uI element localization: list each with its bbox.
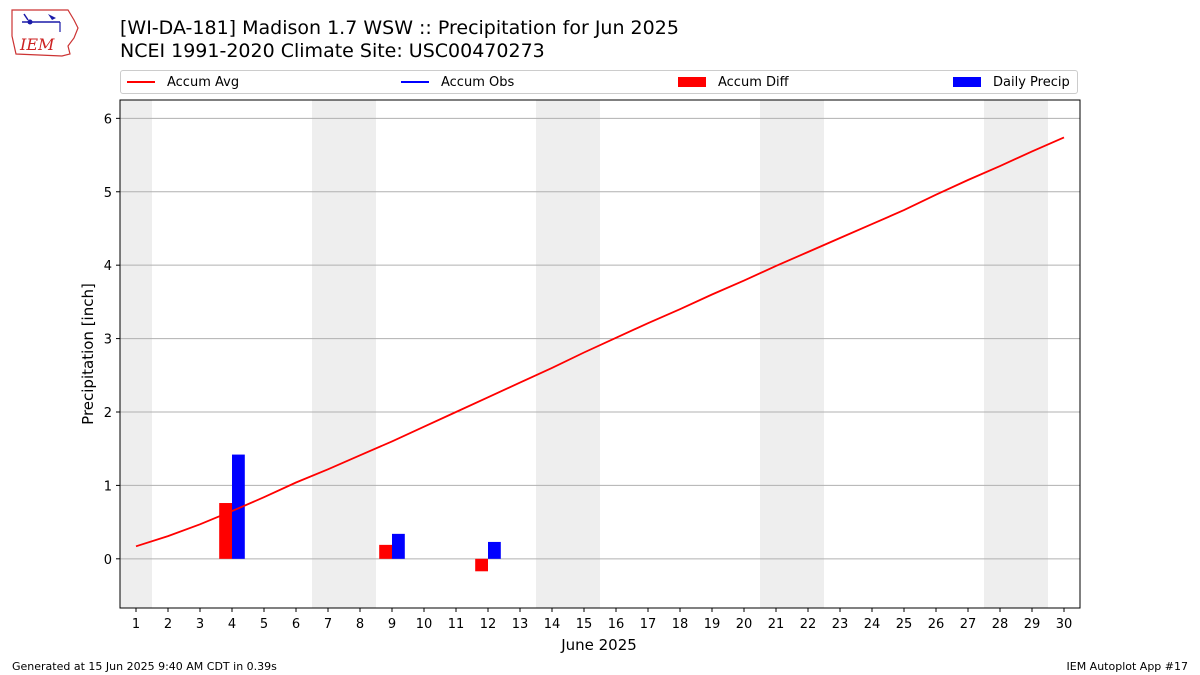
x-tick-label: 4 bbox=[228, 617, 236, 632]
footer-app: IEM Autoplot App #17 bbox=[1066, 660, 1189, 673]
x-tick-label: 24 bbox=[864, 617, 881, 632]
x-tick-label: 2 bbox=[164, 617, 172, 632]
weekend-band bbox=[312, 100, 376, 608]
iem-logo: IEM bbox=[11, 9, 79, 57]
legend-swatch-accum-diff bbox=[678, 77, 706, 87]
x-tick-label: 25 bbox=[896, 617, 913, 632]
weekend-band bbox=[120, 100, 152, 608]
accum-diff-bar bbox=[219, 503, 232, 559]
x-tick-label: 18 bbox=[672, 617, 689, 632]
x-tick-label: 27 bbox=[960, 617, 977, 632]
y-tick-label: 0 bbox=[104, 553, 112, 568]
y-tick-label: 4 bbox=[104, 259, 112, 274]
x-tick-label: 7 bbox=[324, 617, 332, 632]
x-tick-label: 29 bbox=[1024, 617, 1041, 632]
chart-subtitle: NCEI 1991-2020 Climate Site: USC00470273 bbox=[120, 40, 545, 62]
legend-swatch-accum-avg bbox=[127, 81, 155, 83]
weekend-band bbox=[984, 100, 1048, 608]
x-tick-label: 26 bbox=[928, 617, 945, 632]
bars bbox=[219, 454, 501, 572]
x-tick-label: 9 bbox=[388, 617, 396, 632]
x-tick-label: 14 bbox=[544, 617, 561, 632]
chart-title: [WI-DA-181] Madison 1.7 WSW :: Precipita… bbox=[120, 17, 679, 39]
accum-avg-line-group bbox=[135, 136, 1065, 548]
x-tick-label: 22 bbox=[800, 617, 817, 632]
footer-generated: Generated at 15 Jun 2025 9:40 AM CDT in … bbox=[12, 660, 277, 673]
x-tick-label: 11 bbox=[448, 617, 465, 632]
legend-label-accum-avg: Accum Avg bbox=[167, 74, 240, 90]
legend-label-accum-diff: Accum Diff bbox=[718, 74, 789, 90]
x-tick-label: 10 bbox=[416, 617, 433, 632]
legend-item-accum-diff: Accum Diff bbox=[678, 71, 789, 93]
y-axis-label: Precipitation [inch] bbox=[79, 283, 97, 425]
x-tick-label: 20 bbox=[736, 617, 753, 632]
x-tick-label: 15 bbox=[576, 617, 593, 632]
x-tick-label: 8 bbox=[356, 617, 364, 632]
x-tick-label: 21 bbox=[768, 617, 785, 632]
grid-lines bbox=[120, 117, 1080, 560]
legend-label-accum-obs: Accum Obs bbox=[441, 74, 515, 90]
x-tick-label: 17 bbox=[640, 617, 657, 632]
y-tick-label: 2 bbox=[104, 406, 112, 421]
weekend-band bbox=[760, 100, 824, 608]
x-tick-label: 3 bbox=[196, 617, 204, 632]
legend-item-accum-obs: Accum Obs bbox=[401, 71, 514, 93]
legend: Accum Avg Accum Obs Accum Diff Daily Pre… bbox=[120, 70, 1078, 94]
legend-label-daily-precip: Daily Precip bbox=[993, 74, 1070, 90]
x-tick-label: 30 bbox=[1056, 617, 1073, 632]
accum-diff-bar bbox=[379, 544, 392, 559]
x-tick-label: 28 bbox=[992, 617, 1009, 632]
y-tick-label: 1 bbox=[104, 479, 112, 494]
x-axis-label: June 2025 bbox=[560, 636, 637, 654]
daily-precip-bar bbox=[392, 533, 405, 559]
legend-item-daily-precip: Daily Precip bbox=[953, 71, 1070, 93]
plot-frame bbox=[119, 99, 1081, 609]
x-tick-label: 13 bbox=[512, 617, 529, 632]
x-tick-label: 16 bbox=[608, 617, 625, 632]
accum-avg-line bbox=[135, 136, 1065, 548]
x-tick-label: 1 bbox=[132, 617, 140, 632]
x-tick-label: 6 bbox=[292, 617, 300, 632]
logo-text: IEM bbox=[19, 35, 55, 54]
legend-swatch-daily-precip bbox=[953, 77, 981, 87]
x-tick-label: 5 bbox=[260, 617, 268, 632]
daily-precip-bar bbox=[232, 454, 245, 559]
legend-swatch-accum-obs bbox=[401, 81, 429, 83]
daily-precip-bar bbox=[488, 541, 501, 559]
x-tick-label: 19 bbox=[704, 617, 721, 632]
y-tick-label: 6 bbox=[104, 112, 112, 127]
weekend-band bbox=[536, 100, 600, 608]
accum-diff-bar bbox=[475, 558, 488, 572]
x-tick-label: 23 bbox=[832, 617, 849, 632]
y-tick-label: 5 bbox=[104, 186, 112, 201]
y-tick-label: 3 bbox=[104, 333, 112, 348]
weekend-shading bbox=[120, 100, 1048, 608]
legend-item-accum-avg: Accum Avg bbox=[127, 71, 239, 93]
x-tick-label: 12 bbox=[480, 617, 497, 632]
